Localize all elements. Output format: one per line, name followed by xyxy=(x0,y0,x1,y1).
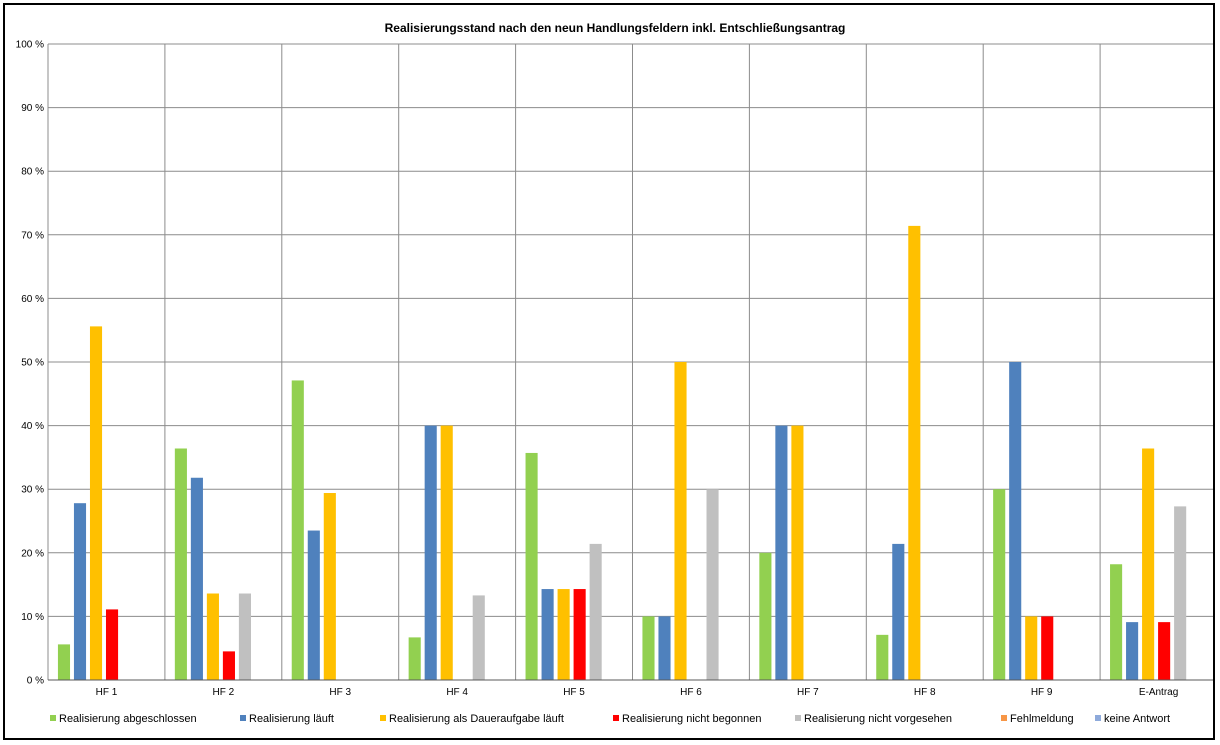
legend-swatch xyxy=(795,715,801,721)
y-tick-label: 10 % xyxy=(21,612,44,623)
y-tick-label: 80 % xyxy=(21,167,44,178)
y-tick-label: 0 % xyxy=(27,676,44,687)
bar xyxy=(706,489,719,680)
bar xyxy=(1158,622,1171,680)
legend: Realisierung abgeschlossen Realisierung l… xyxy=(50,713,1170,725)
y-tick-label: 50 % xyxy=(21,358,44,369)
y-tick-label: 30 % xyxy=(21,485,44,496)
bar xyxy=(472,595,485,680)
legend-label: Fehlmeldung xyxy=(1010,713,1074,725)
bar xyxy=(642,616,655,680)
bar xyxy=(557,589,570,680)
bar xyxy=(674,362,687,680)
bar xyxy=(174,448,187,680)
bar xyxy=(525,452,538,680)
x-tick-label: HF 5 xyxy=(563,687,585,698)
bar xyxy=(1174,506,1187,680)
bar xyxy=(57,644,71,680)
bars-layer xyxy=(57,225,1187,680)
x-tick-label: HF 6 xyxy=(680,687,702,698)
bar xyxy=(206,593,219,680)
bar xyxy=(759,552,772,680)
legend-label: Realisierung läuft xyxy=(249,713,334,725)
x-tick-label: HF 2 xyxy=(213,687,235,698)
legend-label: Realisierung nicht begonnen xyxy=(622,713,761,725)
bar xyxy=(1009,362,1022,680)
chart-frame: Realisierungsstand nach den neun Handlun… xyxy=(3,3,1215,740)
bar xyxy=(589,543,602,680)
legend-label: Realisierung als Daueraufgabe läuft xyxy=(389,713,564,725)
bar xyxy=(541,589,554,680)
axis-layer: 0 % 10 % 20 % 30 % 40 % 50 % 60 % 70 % 80 % 90 % 1… xyxy=(16,40,1213,698)
y-tick-label: 60 % xyxy=(21,294,44,305)
bar xyxy=(908,225,921,680)
bar xyxy=(73,503,87,680)
legend-label: Realisierung abgeschlossen xyxy=(59,713,197,725)
legend-label: keine Antwort xyxy=(1104,713,1170,725)
grid-layer xyxy=(47,43,1213,681)
legend-label: Realisierung nicht vorgesehen xyxy=(804,713,952,725)
bar xyxy=(222,651,235,680)
legend-swatch xyxy=(1095,715,1101,721)
bar xyxy=(238,593,251,680)
x-tick-label: HF 9 xyxy=(1031,687,1053,698)
bar xyxy=(291,380,304,680)
x-tick-label: HF 3 xyxy=(329,687,351,698)
y-tick-label: 100 % xyxy=(16,40,44,51)
bar xyxy=(323,493,336,680)
legend-swatch xyxy=(613,715,619,721)
bar xyxy=(105,609,119,680)
x-tick-label: E-Antrag xyxy=(1139,687,1178,698)
y-tick-label: 90 % xyxy=(21,103,44,114)
bar xyxy=(993,489,1006,680)
bar xyxy=(408,637,421,680)
bar xyxy=(775,425,788,680)
bar xyxy=(791,425,804,680)
legend-swatch xyxy=(240,715,246,721)
legend-swatch xyxy=(1001,715,1007,721)
bar xyxy=(658,616,671,680)
bar xyxy=(424,425,437,680)
bar xyxy=(190,477,203,680)
y-tick-label: 70 % xyxy=(21,230,44,241)
bar xyxy=(1142,448,1155,680)
x-tick-label: HF 8 xyxy=(914,687,936,698)
bar xyxy=(1110,564,1123,680)
bar xyxy=(892,543,905,680)
x-tick-label: HF 1 xyxy=(96,687,118,698)
chart-svg: Realisierungsstand nach den neun Handlun… xyxy=(16,21,1213,725)
y-tick-label: 20 % xyxy=(21,548,44,559)
y-tick-label: 40 % xyxy=(21,421,44,432)
bar xyxy=(440,425,453,680)
legend-swatch xyxy=(50,715,56,721)
bar xyxy=(573,589,586,680)
bar xyxy=(876,634,889,680)
chart-title: Realisierungsstand nach den neun Handlun… xyxy=(385,21,846,35)
x-tick-label: HF 4 xyxy=(446,687,468,698)
legend-swatch xyxy=(380,715,386,721)
x-tick-label: HF 7 xyxy=(797,687,819,698)
bar xyxy=(1041,616,1054,680)
bar xyxy=(1025,616,1038,680)
bar xyxy=(89,326,103,680)
bar xyxy=(1126,622,1139,680)
bar xyxy=(307,530,320,680)
